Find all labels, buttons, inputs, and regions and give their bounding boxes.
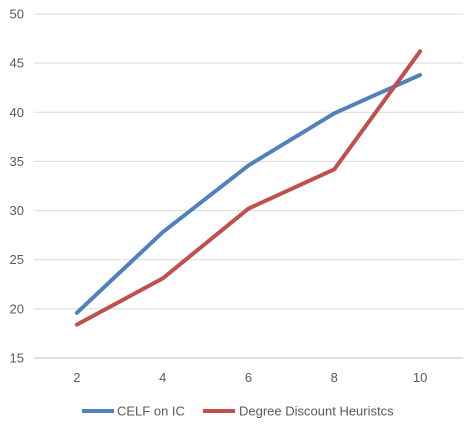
y-tick-label: 25	[10, 252, 24, 267]
y-tick-label: 40	[10, 105, 24, 120]
y-tick-label: 50	[10, 7, 24, 22]
x-tick-label: 8	[331, 370, 338, 385]
series-line-1	[74, 72, 423, 315]
x-tick-label: 4	[159, 370, 166, 385]
y-tick-label: 35	[10, 154, 24, 169]
y-tick-label: 45	[10, 56, 24, 71]
y-tick-label: 30	[10, 203, 24, 218]
x-tick-label: 10	[413, 370, 427, 385]
series-lines	[74, 49, 423, 327]
x-axis-ticks: 2 4 6 8 10	[73, 370, 427, 385]
y-tick-label: 15	[10, 351, 24, 366]
legend-label-2: Degree Discount Heuristcs	[239, 404, 394, 419]
x-tick-label: 6	[245, 370, 252, 385]
y-axis-ticks: 15 20 25 30 35 40 45 50	[10, 7, 24, 366]
series-line-2	[74, 49, 423, 327]
gridlines	[34, 13, 463, 359]
legend: CELF on IC Degree Discount Heuristcs	[82, 404, 394, 419]
y-tick-label: 20	[10, 301, 24, 316]
x-tick-label: 2	[73, 370, 80, 385]
legend-label-1: CELF on IC	[117, 404, 185, 419]
